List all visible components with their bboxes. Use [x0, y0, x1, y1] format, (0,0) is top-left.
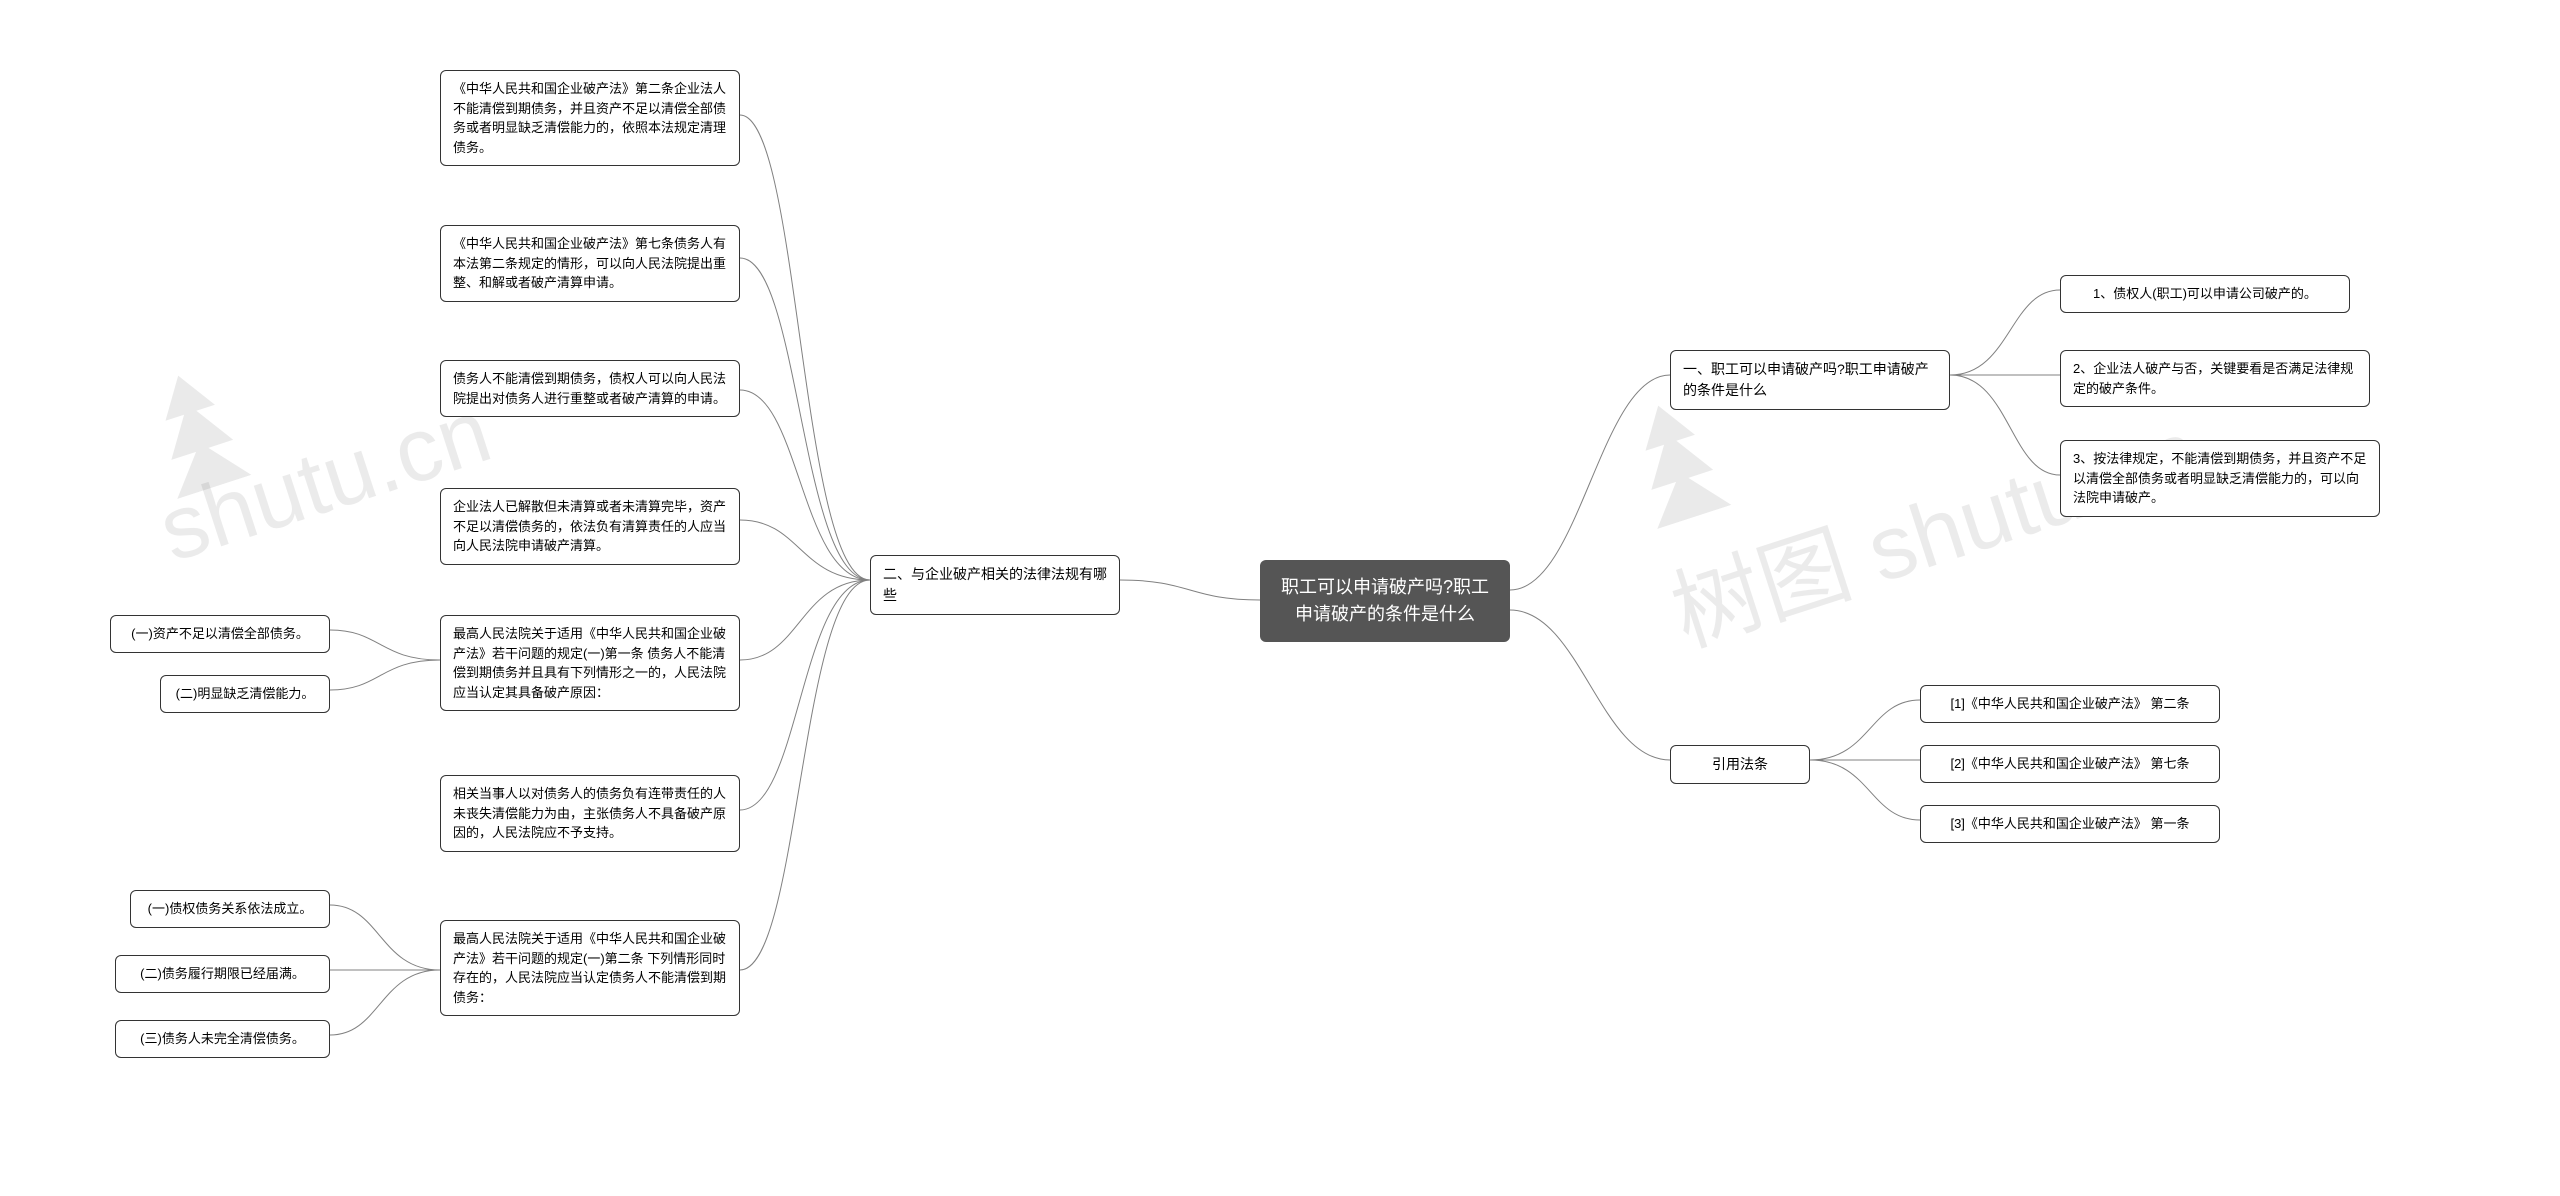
right-section-2: 引用法条 [1670, 745, 1810, 784]
right-s1-item-1: 1、债权人(职工)可以申请公司破产的。 [2060, 275, 2350, 313]
left-item-7-child-2: (二)债务履行期限已经届满。 [115, 955, 330, 993]
left-item-4: 企业法人已解散但未清算或者未清算完毕，资产不足以清偿债务的，依法负有清算责任的人… [440, 488, 740, 565]
left-item-5-child-2: (二)明显缺乏清偿能力。 [160, 675, 330, 713]
left-item-7-child-3: (三)债务人未完全清偿债务。 [115, 1020, 330, 1058]
right-section-2-label: 引用法条 [1712, 754, 1768, 775]
left-item-6: 相关当事人以对债务人的债务负有连带责任的人未丧失清偿能力为由，主张债务人不具备破… [440, 775, 740, 852]
right-s1-item-2: 2、企业法人破产与否，关键要看是否满足法律规定的破产条件。 [2060, 350, 2370, 407]
left-item-5-child-1: (一)资产不足以清偿全部债务。 [110, 615, 330, 653]
left-section: 二、与企业破产相关的法律法规有哪些 [870, 555, 1120, 615]
root-label: 职工可以申请破产吗?职工申请破产的条件是什么 [1278, 574, 1492, 628]
left-item-5: 最高人民法院关于适用《中华人民共和国企业破产法》若干问题的规定(一)第一条 债务… [440, 615, 740, 711]
root-node: 职工可以申请破产吗?职工申请破产的条件是什么 [1260, 560, 1510, 642]
right-s1-item-3: 3、按法律规定，不能清偿到期债务，并且资产不足以清偿全部债务或者明显缺乏清偿能力… [2060, 440, 2380, 517]
left-item-7-child-1: (一)债权债务关系依法成立。 [130, 890, 330, 928]
left-item-7: 最高人民法院关于适用《中华人民共和国企业破产法》若干问题的规定(一)第二条 下列… [440, 920, 740, 1016]
left-section-label: 二、与企业破产相关的法律法规有哪些 [883, 564, 1107, 606]
right-section-1: 一、职工可以申请破产吗?职工申请破产的条件是什么 [1670, 350, 1950, 410]
left-item-1: 《中华人民共和国企业破产法》第二条企业法人不能清偿到期债务，并且资产不足以清偿全… [440, 70, 740, 166]
right-s2-item-1: [1]《中华人民共和国企业破产法》 第二条 [1920, 685, 2220, 723]
left-item-3: 债务人不能清偿到期债务，债权人可以向人民法院提出对债务人进行重整或者破产清算的申… [440, 360, 740, 417]
watermark-2: 树图 shutu.cn [1653, 379, 2212, 671]
right-section-1-label: 一、职工可以申请破产吗?职工申请破产的条件是什么 [1683, 359, 1937, 401]
right-s2-item-3: [3]《中华人民共和国企业破产法》 第一条 [1920, 805, 2220, 843]
right-s2-item-2: [2]《中华人民共和国企业破产法》 第七条 [1920, 745, 2220, 783]
left-item-2: 《中华人民共和国企业破产法》第七条债务人有本法第二条规定的情形，可以向人民法院提… [440, 225, 740, 302]
